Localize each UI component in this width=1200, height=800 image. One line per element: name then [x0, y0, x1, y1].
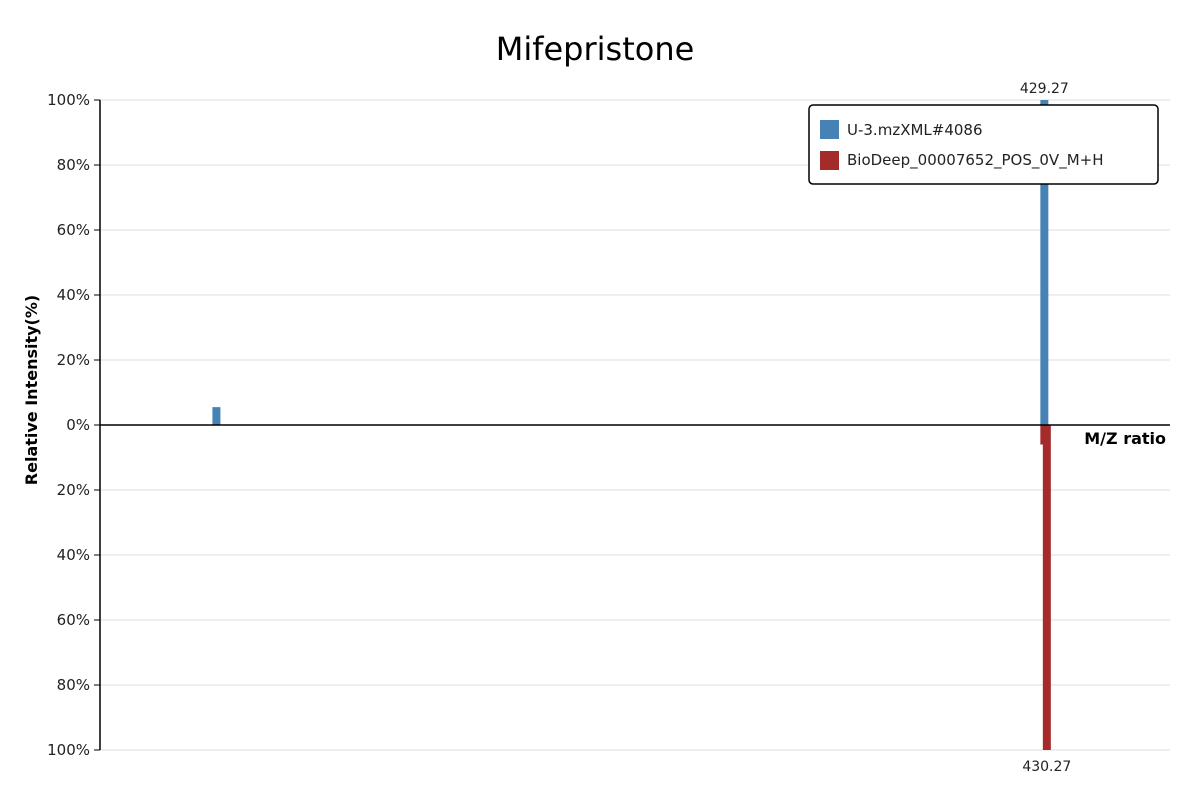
y-tick-label: 100% [47, 741, 90, 759]
grid-layer [100, 99, 1170, 751]
peak-bar [1042, 425, 1051, 750]
y-tick-label: 20% [57, 481, 90, 499]
y-tick-label: 60% [57, 611, 90, 629]
legend-swatch-series-2 [820, 151, 839, 170]
ticks-layer: 100% 80% 60% 40% 20% 0% 20% 40% 60% 80% 100% [47, 91, 100, 759]
legend-swatch-series-1 [820, 120, 839, 139]
y-tick-label: 20% [57, 351, 90, 369]
y-tick-label: 40% [57, 546, 90, 564]
y-axis-title: Relative Intensity(%) [22, 295, 41, 485]
legend: U-3.mzXML#4086 BioDeep_00007652_POS_0V_M… [808, 104, 1159, 185]
peak-label: 430.27 [1022, 759, 1071, 775]
y-tick-label: 80% [57, 156, 90, 174]
peak-labels-layer: 429.27 430.27 [1020, 81, 1071, 775]
y-tick-label: 40% [57, 286, 90, 304]
chart-title: Mifepristone [496, 30, 695, 68]
x-axis-title: M/Z ratio [1084, 429, 1166, 448]
peak-label: 429.27 [1020, 81, 1069, 97]
bars-layer [212, 100, 1051, 750]
legend-label-series-1: U-3.mzXML#4086 [847, 121, 983, 139]
axes-layer [99, 100, 1170, 750]
peak-bar [1040, 100, 1049, 425]
y-tick-label: 80% [57, 676, 90, 694]
y-tick-label: 0% [66, 416, 90, 434]
y-tick-label: 60% [57, 221, 90, 239]
legend-box [808, 104, 1159, 185]
legend-label-series-2: BioDeep_00007652_POS_0V_M+H [847, 151, 1103, 170]
y-tick-label: 100% [47, 91, 90, 109]
peak-bar [212, 407, 221, 425]
